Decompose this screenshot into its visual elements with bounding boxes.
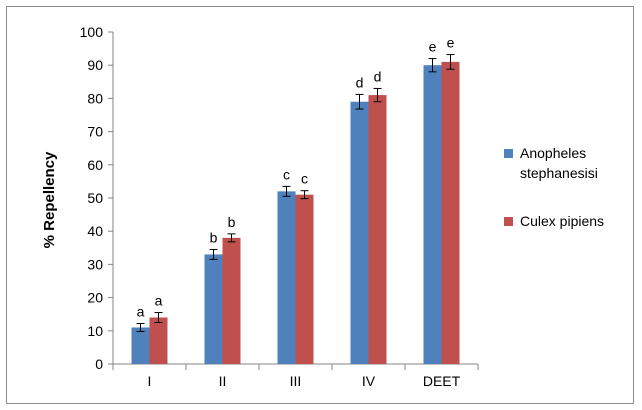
x-tick-label: DEET (423, 373, 461, 389)
bar (441, 61, 460, 364)
legend-label: stephanesisi (520, 165, 598, 181)
significance-letter: c (283, 166, 290, 182)
y-tick-label: 60 (87, 157, 103, 173)
y-axis-label: % Repellency (41, 151, 58, 248)
bar (222, 237, 241, 364)
y-tick-label: 90 (87, 57, 103, 73)
bar (204, 254, 223, 364)
legend-swatch (504, 149, 513, 158)
bars: a b c d e a b c d e (131, 35, 460, 364)
bar (368, 95, 387, 364)
bar (423, 65, 442, 364)
significance-letter: e (447, 35, 455, 51)
bar (149, 317, 168, 364)
legend-swatch (504, 217, 513, 226)
significance-letter: b (210, 229, 218, 245)
significance-letter: a (137, 303, 145, 319)
significance-letter: e (429, 39, 437, 55)
x-tick-label: III (290, 373, 302, 389)
y-tick-label: 70 (87, 124, 103, 140)
y-tick-label: 50 (87, 190, 103, 206)
significance-letter: d (374, 68, 382, 84)
legend-label: Anopheles (520, 145, 586, 161)
bar (277, 191, 296, 364)
significance-letter: d (356, 74, 364, 90)
legend-label: Culex pipiens (520, 213, 604, 229)
x-tick-label: IV (362, 373, 376, 389)
significance-letter: a (155, 293, 163, 309)
y-tick-label: 30 (87, 256, 103, 272)
y-tick-label: 40 (87, 223, 103, 239)
bar (131, 327, 150, 364)
bar (350, 101, 369, 364)
y-tick-label: 80 (87, 90, 103, 106)
chart-frame (6, 6, 634, 404)
x-tick-label: II (219, 373, 227, 389)
y-tick-label: 0 (95, 356, 103, 372)
legend: Anopheles stephanesisi Culex pipiens (504, 145, 604, 229)
y-tick-label: 20 (87, 290, 103, 306)
significance-letter: c (301, 171, 308, 187)
bar (295, 194, 314, 364)
x-tick-label: I (148, 373, 152, 389)
y-tick-label: 100 (80, 24, 104, 40)
y-tick-label: 10 (87, 323, 103, 339)
significance-letter: b (228, 214, 236, 230)
